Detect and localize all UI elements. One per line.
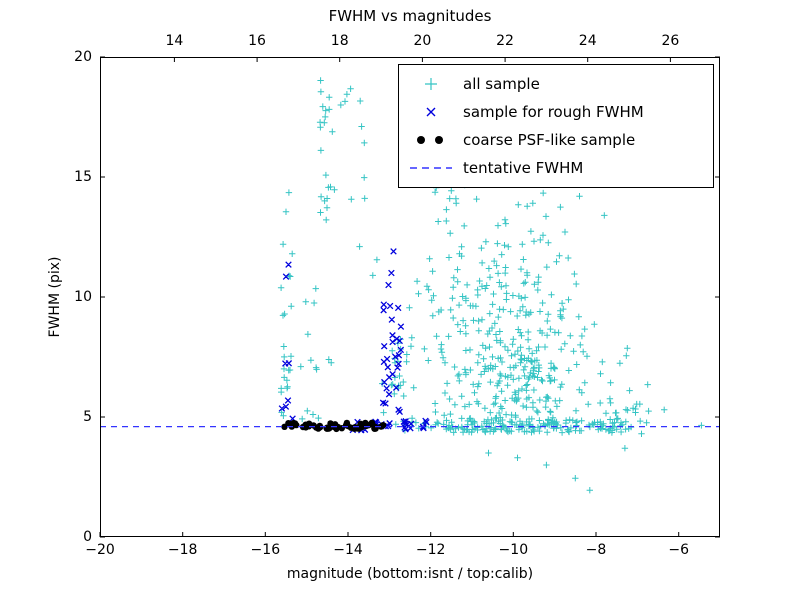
legend-label-rough-fwhm: sample for rough FWHM — [463, 103, 644, 121]
legend-label-all-sample: all sample — [463, 75, 540, 93]
chart-title: FWHM vs magnitudes — [328, 7, 492, 25]
legend-label-psf-sample: coarse PSF-like sample — [463, 131, 636, 149]
circle-markers-icon — [417, 136, 443, 144]
dashed-line-icon — [410, 167, 452, 169]
legend-item-tentative-fwhm: tentative FWHM — [407, 154, 705, 182]
legend-item-all-sample: all sample — [407, 70, 705, 98]
legend-label-tentative-fwhm: tentative FWHM — [463, 159, 584, 177]
x-axis-label: magnitude (bottom:isnt / top:calib) — [286, 566, 534, 582]
legend-item-rough-fwhm: sample for rough FWHM — [407, 98, 705, 126]
y-axis-label: FWHM (pix) — [47, 256, 63, 338]
x-marker-icon — [426, 107, 436, 117]
legend-item-psf-sample: coarse PSF-like sample — [407, 126, 705, 154]
plus-marker-icon — [425, 78, 437, 90]
legend: all sample sample for rough FWHM coarse … — [398, 64, 714, 188]
